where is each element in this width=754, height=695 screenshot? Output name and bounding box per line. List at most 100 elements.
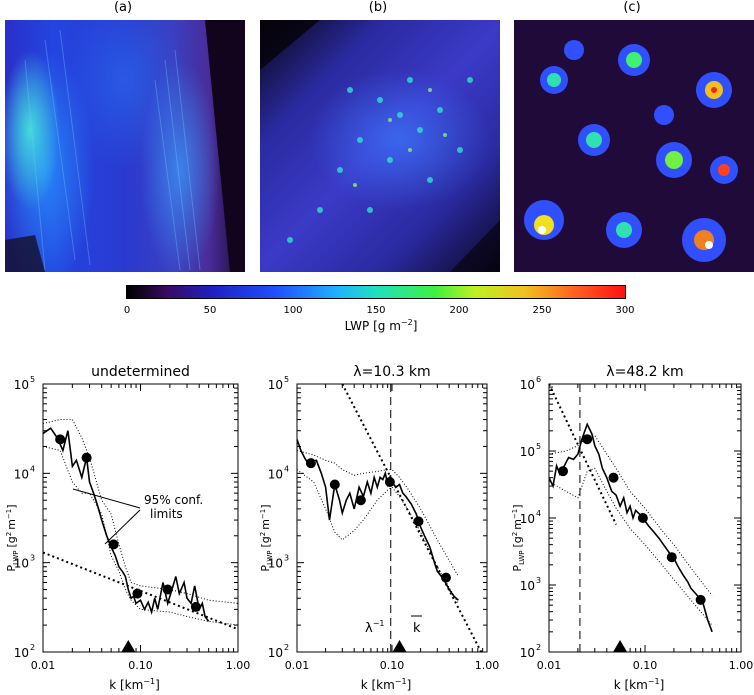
- cloud-image-b: [260, 20, 500, 272]
- y-tick-exponent: 4: [30, 464, 35, 473]
- y-axis-label-m: m: [511, 519, 524, 530]
- y-axis-label: PLWP [g2 m−1]: [511, 504, 526, 571]
- colorbar-tick-label: 50: [204, 305, 217, 316]
- binned-point: [132, 588, 143, 599]
- x-axis-label-end: ]: [660, 678, 665, 692]
- y-tick-exponent: 2: [536, 643, 541, 652]
- x-tick-label: 0.10: [128, 659, 153, 672]
- lambda-inverse-label: λ−1: [365, 619, 385, 636]
- colorbar-tick-label: 100: [283, 305, 302, 316]
- chart-title: λ=10.3 km: [353, 364, 430, 380]
- y-axis-label-sup1: 2: [5, 532, 13, 536]
- y-axis-label-p: P: [259, 565, 272, 572]
- binned-point: [305, 458, 316, 469]
- upper-confidence-limit: [297, 450, 459, 577]
- y-axis-label-sub: LWP: [518, 551, 526, 565]
- y-axis-label-sup2: −1: [5, 509, 13, 519]
- x-tick-label: 0.10: [633, 659, 658, 672]
- colorbar-tick-label: 150: [366, 305, 385, 316]
- lower-confidence-limit: [297, 469, 459, 604]
- annotation-pointer: [72, 488, 141, 509]
- y-tick-label: 10: [520, 445, 535, 459]
- y-tick-label: 10: [520, 512, 535, 526]
- y-axis-label-p: P: [5, 565, 18, 572]
- y-tick-exponent: 2: [30, 643, 35, 652]
- x-axis-label: k [km−1]: [109, 677, 160, 692]
- y-tick-label: 10: [14, 378, 29, 392]
- colorbar-title: LWP [g m−2]: [344, 318, 418, 333]
- binned-point: [190, 601, 201, 612]
- y-axis-label: PLWP [g2 m−1]: [259, 504, 274, 571]
- colorbar-tick-label: 300: [615, 305, 634, 316]
- y-axis-label: PLWP [g2 m−1]: [5, 504, 20, 571]
- panel-c-label: (c): [623, 0, 641, 15]
- y-axis-label-sub: LWP: [12, 551, 20, 565]
- y-tick-exponent: 6: [536, 375, 541, 384]
- x-axis-label-exp: −1: [648, 677, 660, 686]
- colorbar: [126, 285, 626, 299]
- chart-title: undetermined: [91, 364, 190, 380]
- binned-point: [637, 513, 648, 523]
- y-axis-label-sup2: −1: [511, 509, 519, 519]
- binned-point: [666, 552, 677, 563]
- binned-point: [162, 584, 173, 595]
- binned-point: [413, 516, 424, 527]
- binned-point: [384, 476, 395, 487]
- x-axis-label-exp: −1: [395, 677, 407, 686]
- x-axis-label: k [km−1]: [614, 677, 665, 692]
- y-tick-label: 10: [268, 467, 283, 481]
- y-axis-label-end: ]: [511, 504, 524, 508]
- y-tick-label: 10: [268, 557, 283, 571]
- y-axis-label-units: [g: [259, 536, 272, 547]
- x-tick-label: 1.00: [729, 659, 754, 672]
- x-tick-label: 0.01: [285, 659, 310, 672]
- x-tick-label: 1.00: [226, 659, 251, 672]
- y-tick-label: 10: [14, 557, 29, 571]
- mean-k-marker: [613, 640, 628, 652]
- spectrum-line: [549, 422, 713, 633]
- binned-point: [582, 434, 593, 445]
- x-tick-label: 0.01: [31, 659, 56, 672]
- spectrum-line: [297, 439, 459, 601]
- y-tick-exponent: 5: [284, 375, 289, 384]
- spectrum-line: [43, 427, 210, 622]
- y-tick-label: 10: [14, 646, 29, 660]
- y-axis-label-sup1: 2: [259, 532, 267, 536]
- y-tick-exponent: 4: [284, 464, 289, 473]
- x-axis-label-exp: −1: [143, 677, 155, 686]
- y-axis-label-sub: LWP: [266, 551, 274, 565]
- upper-confidence-limit: [549, 435, 713, 596]
- y-tick-label: 10: [268, 378, 283, 392]
- cloud-image-a: [5, 20, 245, 272]
- binned-point: [329, 479, 340, 490]
- plot-area: [43, 419, 238, 631]
- y-tick-exponent: 3: [30, 554, 35, 563]
- plot-frame: [42, 383, 239, 653]
- power-law-fit: [549, 384, 618, 525]
- plot-area: [297, 384, 483, 652]
- y-axis-label-end: ]: [5, 504, 18, 508]
- binned-point: [695, 594, 706, 605]
- confidence-annotation: 95% conf.: [144, 493, 203, 507]
- cloud-image-c: [514, 20, 754, 272]
- y-axis-label-m: m: [259, 519, 272, 530]
- y-axis-label-m: m: [5, 519, 18, 530]
- chart-title: λ=48.2 km: [606, 364, 683, 380]
- binned-point: [81, 452, 92, 463]
- y-axis-label-end: ]: [259, 504, 272, 508]
- binned-point: [440, 572, 451, 583]
- x-axis-label-end: ]: [407, 678, 412, 692]
- x-tick-label: 1.00: [475, 659, 500, 672]
- annotation-pointer: [104, 509, 141, 545]
- y-axis-label-units: [g: [511, 536, 524, 547]
- confidence-annotation-line2: limits: [150, 507, 183, 521]
- x-axis-label-end: ]: [155, 678, 160, 692]
- y-tick-exponent: 2: [284, 643, 289, 652]
- upper-confidence-limit: [43, 419, 238, 604]
- y-axis-label-sup2: −1: [259, 509, 267, 519]
- y-tick-exponent: 5: [30, 375, 35, 384]
- y-tick-label: 10: [520, 646, 535, 660]
